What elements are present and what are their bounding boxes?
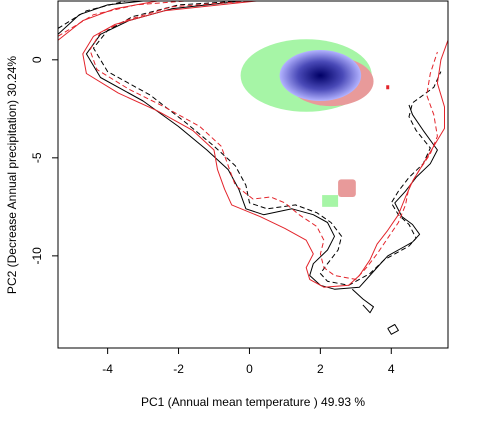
y-axis-label: PC2 (Decrease Annual precipitation) 30.2… [5, 56, 19, 294]
axes-layer: -4 -2 0 2 4 0 -5 -10 [30, 56, 395, 376]
y-tick-label: -5 [30, 152, 44, 163]
y-tick-label: 0 [30, 56, 44, 63]
x-tick-label: 2 [317, 362, 324, 376]
x-axis-label: PC1 (Annual mean temperature ) 49.93 % [141, 395, 365, 409]
y-tick-label: -10 [30, 247, 44, 265]
red-dot [386, 85, 390, 90]
data-layer [58, 1, 448, 335]
contour-line-5 [387, 324, 399, 335]
x-tick-label: 4 [388, 362, 395, 376]
x-tick-label: -4 [102, 362, 113, 376]
x-tick-label: -2 [173, 362, 184, 376]
blue-overlap-area [279, 50, 362, 101]
x-tick-label: 0 [246, 362, 253, 376]
plot-frame [57, 0, 449, 349]
contour-line-4 [351, 288, 374, 314]
red-patch [338, 179, 356, 198]
contour-line-1 [58, 1, 442, 286]
contour-line-3 [58, 1, 438, 280]
green-patch [322, 195, 339, 207]
